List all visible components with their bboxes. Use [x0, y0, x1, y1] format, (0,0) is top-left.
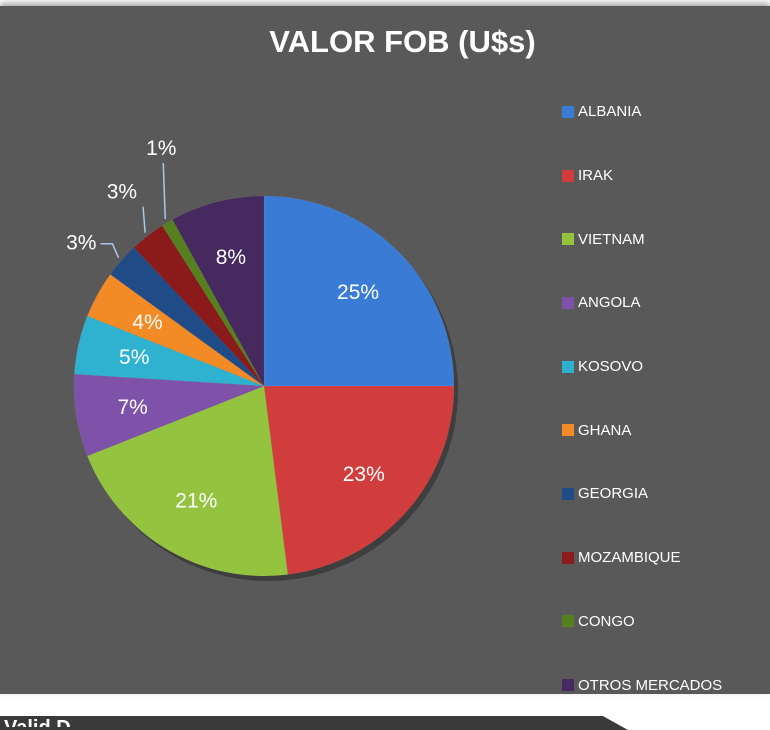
legend-swatch — [562, 296, 574, 309]
legend-item-kosovo: KOSOVO — [562, 335, 722, 399]
pie-slice-otros-mercados — [172, 195, 265, 387]
legend-swatch — [562, 615, 574, 628]
legend-label: ALBANIA — [578, 103, 642, 121]
leader-line-congo — [162, 162, 166, 220]
legend-label: GEORGIA — [578, 485, 649, 503]
legend-item-angola: ANGOLA — [562, 271, 722, 335]
legend-swatch — [562, 424, 574, 437]
data-label-mozambique: 3% — [107, 181, 137, 204]
pie-slice-irak — [263, 385, 455, 575]
legend-item-mozambique: MOZAMBIQUE — [562, 526, 722, 590]
leader-line-georgia — [100, 242, 120, 259]
data-label-otros-mercados: 8% — [216, 246, 246, 269]
legend-item-ghana: GHANA — [562, 398, 722, 462]
legend-swatch — [562, 360, 574, 373]
pie-slice-angola — [73, 373, 265, 457]
data-label-irak: 23% — [343, 463, 385, 486]
data-label-ghana: 4% — [132, 311, 162, 334]
legend-swatch — [562, 679, 574, 692]
data-label-georgia: 3% — [66, 232, 96, 255]
legend-item-georgia: GEORGIA — [562, 462, 722, 526]
legend-label: MOZAMBIQUE — [578, 549, 681, 567]
leader-line-mozambique — [142, 206, 146, 233]
data-label-angola: 7% — [117, 396, 147, 419]
chart-title: VALOR FOB (U$s) — [269, 24, 536, 59]
legend-swatch — [562, 551, 574, 564]
legend-label: KOSOVO — [578, 358, 644, 376]
data-label-vietnam: 21% — [175, 489, 217, 512]
pie-slice-vietnam — [87, 385, 289, 577]
legend-swatch — [562, 487, 574, 500]
data-label-albania: 25% — [337, 281, 379, 304]
legend-label: VIETNAM — [578, 230, 645, 248]
legend-label: CONGO — [578, 612, 635, 630]
legend-swatch — [562, 169, 574, 182]
pie-slice-georgia — [109, 247, 265, 387]
pie-slice-kosovo — [74, 315, 265, 387]
pie-slice-mozambique — [133, 225, 265, 387]
legend-item-vietnam: VIETNAM — [562, 207, 722, 271]
legend-label: ANGOLA — [578, 294, 641, 312]
legend-item-albania: ALBANIA — [562, 80, 722, 144]
pie-slice-congo — [161, 219, 265, 387]
next-section-header — [0, 716, 628, 730]
legend-swatch — [562, 233, 574, 246]
pie-slice-albania — [263, 195, 455, 387]
next-section-header-text: Valid D — [4, 713, 71, 727]
legend-item-congo: CONGO — [562, 590, 722, 654]
legend-item-otros-mercados: OTROS MERCADOS — [562, 653, 722, 717]
legend-label: OTROS MERCADOS — [578, 676, 723, 694]
pie-slice-ghana — [87, 273, 265, 387]
legend-item-irak: IRAK — [562, 144, 722, 208]
chart-legend: ALBANIA IRAK VIETNAM ANGOLA KOSOVO GHANA GEORG… — [562, 80, 722, 717]
legend-label: IRAK — [578, 167, 614, 185]
legend-swatch — [562, 105, 574, 118]
data-label-congo: 1% — [146, 137, 176, 160]
legend-label: GHANA — [578, 421, 632, 439]
data-label-kosovo: 5% — [119, 346, 149, 369]
